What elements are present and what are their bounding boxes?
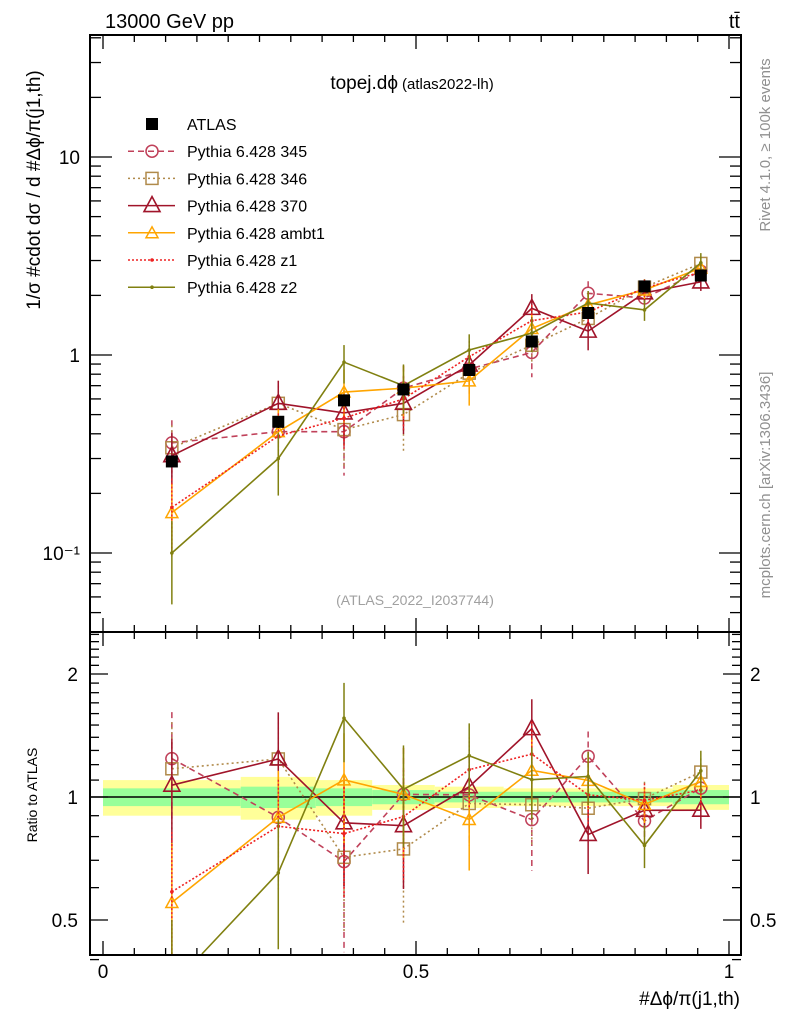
- energy-label: 13000 GeV pp: [105, 11, 234, 33]
- data-point: [165, 455, 178, 468]
- ratio-point: [401, 787, 406, 792]
- ratio-y-tick-label-left: 0.5: [52, 911, 78, 932]
- legend-label: Pythia 6.428 ambt1: [187, 226, 325, 243]
- legend-label: ATLAS: [187, 117, 237, 134]
- legend-marker: [146, 118, 158, 130]
- data-point: [342, 360, 346, 364]
- ratio-point: [164, 894, 180, 909]
- side-note-bottom: mcplots.cern.ch [arXiv:1306.3436]: [757, 372, 774, 599]
- ratio-point: [342, 716, 346, 720]
- ratio-line: [171, 753, 701, 893]
- data-point: [530, 331, 534, 335]
- data-point: [699, 261, 703, 265]
- data-point: [694, 269, 707, 282]
- ratio-series-pythia-6-428-z1: [170, 721, 703, 954]
- ratio-y-tick-label-right: 2: [750, 665, 761, 686]
- ratio-point: [276, 871, 281, 875]
- ratio-y-tick-label-right: 1: [750, 788, 761, 809]
- ratio-line: [171, 755, 702, 863]
- data-point: [170, 505, 174, 510]
- legend-label: Pythia 6.428 370: [187, 199, 307, 216]
- legend-marker: [150, 258, 154, 262]
- data-point: [342, 416, 346, 420]
- ratio-point: [342, 831, 346, 836]
- ratio-point: [461, 811, 477, 826]
- legend-label: Pythia 6.428 z2: [187, 280, 297, 297]
- ratio-point: [170, 889, 174, 894]
- ratio-y-tick-label-right: 0.5: [750, 911, 776, 932]
- main-y-axis-label: 1/σ #cdot dσ / d #Δϕ/π(j1,th): [24, 70, 45, 309]
- legend-marker: [142, 194, 162, 213]
- series-line: [171, 267, 702, 514]
- plot-subtitle: (atlas2022-lh): [402, 76, 494, 93]
- ratio-point: [691, 799, 711, 817]
- ratio-point: [578, 823, 598, 842]
- main-y-tick-label: 10⁻¹: [43, 544, 81, 565]
- ratio-point: [467, 753, 472, 758]
- axes-layer: 0 0.5 1 10 1 10⁻¹ 2 2 1 1 0.5 0.5: [43, 34, 776, 983]
- data-point: [170, 551, 174, 555]
- legend-marker: [150, 285, 154, 290]
- ratio-y-tick-label-left: 2: [67, 665, 78, 686]
- legend-label: Pythia 6.428 346: [187, 171, 307, 188]
- x-axis-label: #Δϕ/π(j1,th): [639, 989, 740, 1010]
- ratio-point: [336, 772, 352, 786]
- plot-title: topej.dϕ: [330, 73, 398, 94]
- ratio-point: [162, 774, 182, 792]
- ratio-point: [268, 748, 288, 766]
- main-y-tick-label: 10: [59, 148, 80, 169]
- data-point: [467, 348, 472, 352]
- data-point: [642, 308, 647, 312]
- legend-label: Pythia 6.428 345: [187, 144, 307, 161]
- ratio-point: [637, 796, 652, 811]
- ratio-point: [530, 777, 534, 782]
- watermark: (ATLAS_2022_I2037744): [336, 592, 494, 608]
- main-y-tick-label: 1: [69, 346, 80, 367]
- series-layer: [162, 253, 711, 955]
- main-series-pythia-6-428-ambt1: [164, 259, 709, 557]
- ratio-y-tick-label-left: 1: [67, 788, 78, 809]
- data-point: [586, 301, 590, 305]
- x-tick-label: 0: [98, 962, 109, 983]
- legend-marker: [145, 144, 159, 158]
- main-series-pythia-6-428-z2: [170, 253, 703, 605]
- ratio-y-axis-label: Ratio to ATLAS: [24, 748, 40, 843]
- ratio-series-pythia-6-428-345: [165, 712, 708, 953]
- data-point: [525, 335, 538, 348]
- legend-marker: [145, 171, 159, 186]
- ratio-point: [642, 843, 647, 848]
- x-tick-label: 1: [724, 962, 735, 983]
- data-point: [338, 394, 351, 407]
- legend-label: Pythia 6.428 z1: [187, 253, 297, 270]
- data-point: [272, 415, 285, 428]
- main-series-pythia-6-428-370: [162, 271, 711, 487]
- data-point: [638, 280, 651, 293]
- data-point: [397, 383, 410, 396]
- series-line: [171, 281, 701, 457]
- data-point: [164, 505, 180, 519]
- x-tick-label: 0.5: [403, 962, 429, 983]
- ratio-point: [699, 769, 703, 773]
- ratio-point: [586, 774, 590, 779]
- legend-marker: [144, 225, 160, 239]
- data-point: [582, 306, 595, 319]
- data-point: [578, 320, 598, 338]
- main-series-atlas: [165, 269, 707, 468]
- data-point: [461, 373, 477, 387]
- series-line: [171, 262, 702, 554]
- ratio-series-pythia-6-428-z2: [171, 682, 703, 955]
- ratio-point: [642, 798, 647, 803]
- data-point: [276, 456, 281, 461]
- data-point: [463, 363, 476, 376]
- process-label: tt̄: [729, 11, 741, 33]
- legend: ATLAS Pythia 6.428 345 Pythia 6.428 346 Pyt…: [128, 117, 325, 297]
- side-note-top: Rivet 4.1.0, ≥ 100k events: [757, 58, 774, 231]
